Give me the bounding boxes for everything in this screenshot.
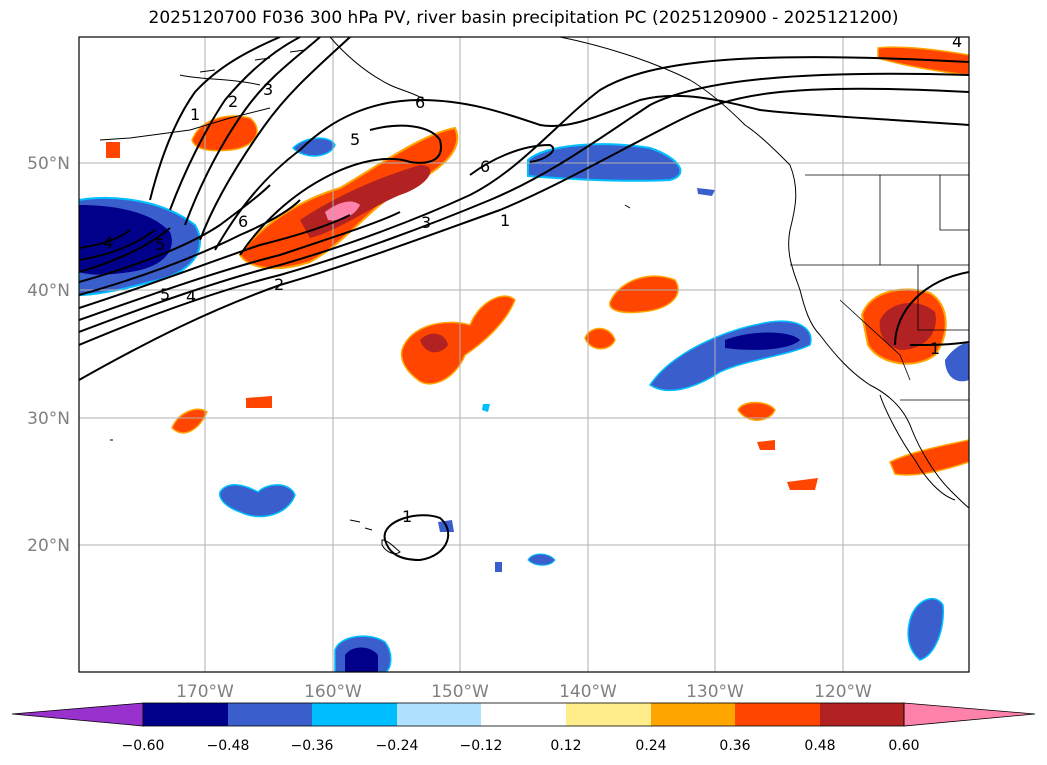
colorbar-label: 0.60	[888, 738, 919, 754]
longitude-labels: 170°W 160°W 150°W 140°W 130°W 120°W	[176, 682, 872, 702]
negative-anomaly-core	[345, 647, 378, 672]
positive-anomaly	[171, 408, 208, 434]
negative-anomaly	[945, 343, 969, 382]
colorbar-label: 0.12	[550, 738, 581, 754]
negative-anomaly	[907, 598, 944, 661]
positive-anomaly-core	[879, 302, 936, 350]
negative-anomaly	[291, 137, 336, 157]
contour-label: 5	[155, 235, 165, 254]
negative-anomaly	[527, 553, 556, 566]
colorbar-swatch	[312, 703, 397, 726]
negative-anomaly	[219, 484, 296, 518]
colorbar-label: −0.60	[122, 738, 165, 754]
contour-label: 5	[160, 285, 170, 304]
positive-anomaly	[787, 478, 818, 490]
contour-label: 4	[186, 287, 196, 306]
contour-label: 1	[402, 507, 412, 526]
negative-anomaly	[495, 562, 502, 572]
positive-anomaly	[246, 396, 272, 408]
lon-label: 120°W	[814, 682, 872, 702]
negative-anomaly-core	[725, 332, 800, 350]
colorbar-max-extend	[903, 702, 1036, 727]
contour-label: 5	[350, 130, 360, 149]
latitude-labels: 50°N 40°N 30°N 20°N	[27, 154, 70, 556]
pv-contour-labels: 1 2 3 4 5 6 5 6 3 1 5 4 2 6 1 1 4	[103, 32, 962, 526]
contour-label: 1	[930, 339, 940, 358]
colorbar-swatch	[820, 703, 904, 726]
positive-anomaly	[584, 327, 616, 350]
positive-anomaly	[737, 401, 776, 421]
coastlines	[99, 37, 969, 555]
contour-label: 1	[500, 211, 510, 230]
colorbar-swatch	[651, 703, 735, 726]
contour-label: 3	[421, 213, 431, 232]
negative-anomaly-core	[79, 205, 172, 275]
positive-anomaly	[889, 439, 969, 476]
lon-label: 130°W	[686, 682, 744, 702]
colorbar-label: −0.12	[460, 738, 503, 754]
colorbar: −0.60 −0.48 −0.36 −0.24 −0.12 0.12 0.24 …	[11, 702, 1036, 754]
colorbar-swatch	[143, 703, 228, 726]
lon-label: 150°W	[431, 682, 489, 702]
positive-anomaly	[757, 440, 775, 450]
lon-label: 160°W	[304, 682, 362, 702]
lon-label: 170°W	[176, 682, 234, 702]
colorbar-swatch	[566, 703, 651, 726]
state-boundaries	[790, 174, 969, 401]
colorbar-label: 0.36	[719, 738, 750, 754]
gridlines	[79, 37, 969, 672]
colorbar-label: −0.48	[207, 738, 250, 754]
colorbar-labels: −0.60 −0.48 −0.36 −0.24 −0.12 0.12 0.24 …	[122, 738, 920, 754]
colorbar-swatch	[481, 703, 566, 726]
positive-anomaly-core	[420, 333, 448, 353]
contour-label: 2	[228, 92, 238, 111]
contour-label: 3	[263, 80, 273, 99]
precip-shading	[79, 46, 969, 672]
lon-label: 140°W	[559, 682, 617, 702]
colorbar-label: −0.36	[291, 738, 334, 754]
lat-label: 20°N	[27, 536, 70, 556]
colorbar-min-extend	[11, 702, 144, 727]
contour-label: 6	[415, 93, 425, 112]
lat-label: 30°N	[27, 409, 70, 429]
positive-anomaly	[609, 275, 679, 314]
lat-label: 40°N	[27, 281, 70, 301]
colorbar-label: −0.24	[376, 738, 419, 754]
contour-label: 6	[238, 212, 248, 231]
negative-anomaly	[697, 188, 715, 196]
positive-anomaly	[877, 46, 969, 76]
colorbar-label: 0.24	[635, 738, 666, 754]
colorbar-frame	[142, 702, 905, 727]
lat-label: 50°N	[27, 154, 70, 174]
positive-anomaly-peak	[325, 201, 360, 221]
colorbar-swatch	[228, 703, 312, 726]
map-title: 2025120700 F036 300 hPa PV, river basin …	[148, 8, 899, 28]
positive-anomaly	[106, 142, 120, 158]
pv-contours	[79, 37, 969, 562]
map-area: 1 2 3 4 5 6 5 6 3 1 5 4 2 6 1 1 4	[79, 32, 969, 672]
map-frame	[78, 36, 970, 673]
colorbar-swatch	[735, 703, 820, 726]
contour-label: 4	[952, 32, 962, 51]
contour-label: 2	[274, 275, 284, 294]
contour-label: 1	[190, 105, 200, 124]
negative-anomaly	[482, 404, 490, 412]
contour-label: 4	[103, 233, 113, 252]
contour-label: 6	[480, 157, 490, 176]
positive-anomaly	[400, 295, 516, 385]
colorbar-label: 0.48	[804, 738, 835, 754]
colorbar-swatch	[397, 703, 481, 726]
